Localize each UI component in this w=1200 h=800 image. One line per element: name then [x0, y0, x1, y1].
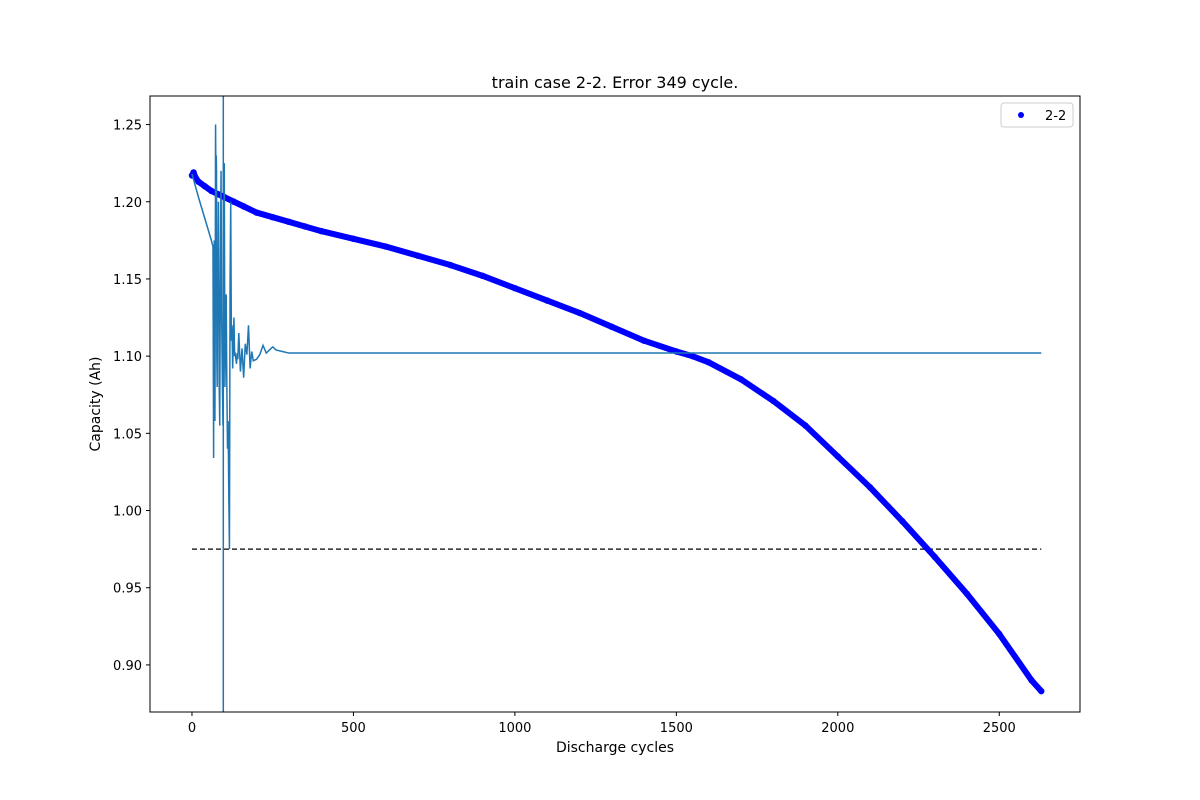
series-2-2-point [301, 223, 309, 230]
series-2-2-point [382, 243, 389, 250]
prediction-line [191, 124, 1042, 550]
legend-box [1000, 102, 1074, 128]
legend: 2-2 [1000, 102, 1074, 128]
x-tick-label: 1500 [660, 721, 693, 736]
series-2-2-point [834, 453, 842, 460]
y-tick-label: 1.20 [113, 196, 142, 211]
series-2-2-point [963, 590, 971, 598]
series-2-2-point [705, 359, 712, 366]
series-2-2-point [1038, 687, 1045, 695]
x-tick-label: 500 [341, 721, 366, 736]
series-2-2-point [479, 272, 486, 280]
series-2-2-point [640, 337, 648, 344]
chart-title: train case 2-2. Error 349 cycle. [492, 73, 739, 92]
axis-ticks: 0 500 1000 1500 2000 2500 0.90 0.95 1.00 1.05 1.10… [113, 119, 1016, 736]
x-axis-label: Discharge cycles [556, 740, 674, 756]
plot-area [150, 96, 1080, 712]
plot-content [188, 96, 1045, 712]
y-tick-label: 0.95 [113, 582, 142, 597]
series-2-2-point [899, 518, 906, 525]
y-tick-label: 1.15 [113, 273, 142, 288]
x-tick-label: 2500 [983, 721, 1016, 736]
x-tick-label: 1000 [498, 721, 531, 736]
legend-label-2-2: 2-2 [1045, 109, 1066, 124]
series-2-2-point [770, 397, 777, 405]
series-2-2-point [350, 235, 357, 243]
series-2-2-point [230, 198, 238, 205]
y-tick-label: 1.25 [113, 119, 142, 134]
series-2-2-point [201, 183, 209, 190]
series-2-2-point [689, 352, 696, 360]
series-2-2-point [543, 297, 551, 304]
series-2-2-point [195, 178, 202, 185]
series-2-2-point [269, 213, 276, 221]
series-2-2-point [447, 261, 454, 269]
y-tick-label: 1.10 [113, 350, 142, 365]
series-2-2-point [1028, 677, 1035, 684]
series-2-2-point [996, 630, 1003, 638]
y-axis-label: Capacity (Ah) [88, 356, 104, 451]
series-2-2-point [414, 252, 422, 259]
series-2-2-point [737, 376, 745, 383]
series-2-2-point [511, 285, 519, 292]
series-2-2-point [866, 484, 874, 491]
plot-background [150, 96, 1080, 712]
y-tick-label: 1.00 [113, 505, 142, 520]
x-tick-label: 0 [188, 721, 196, 736]
series-2-2-point [240, 203, 247, 210]
x-tick-label: 2000 [821, 721, 854, 736]
y-tick-label: 0.90 [113, 659, 142, 674]
series-2-2-point [576, 309, 583, 317]
series-2-2-point [931, 553, 938, 561]
series-2-2-point [608, 323, 615, 331]
series-2-2-point [285, 218, 293, 226]
y-tick-label: 1.05 [113, 427, 142, 442]
series-2-2-point [317, 227, 325, 235]
plot-frame [149, 95, 1081, 713]
legend-marker-2-2 [1018, 112, 1024, 118]
series-2-2-point [253, 209, 260, 216]
series-2-2-point [802, 422, 809, 429]
series-2-2-point [208, 187, 215, 195]
